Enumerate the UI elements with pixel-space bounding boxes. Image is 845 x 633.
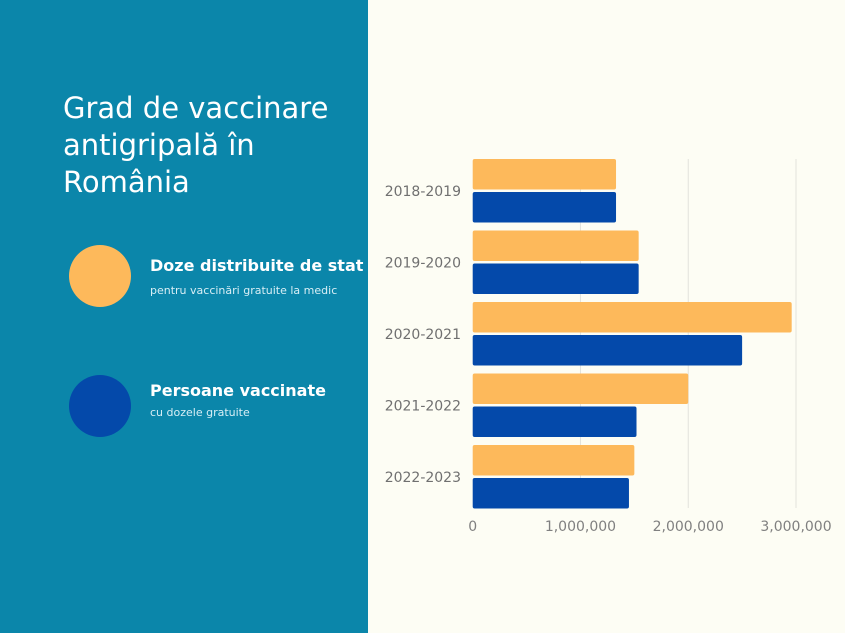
- x-tick-label: 1,000,000: [545, 519, 616, 535]
- legend-sublabel-vaccinated: cu dozele gratuite: [150, 406, 250, 419]
- legend-swatch-vaccinated: [69, 375, 131, 437]
- bar-doses: [472, 445, 635, 476]
- category-label: 2020-2021: [385, 327, 461, 343]
- x-tick-label: 2,000,000: [653, 519, 724, 535]
- category-label: 2018-2019: [385, 184, 461, 200]
- bar-vaccinated: [472, 406, 637, 437]
- x-tick-label: 0: [468, 519, 477, 535]
- x-tick-label: 3,000,000: [760, 519, 831, 535]
- bar-doses: [472, 373, 689, 404]
- legend-swatch-doses: [69, 245, 131, 307]
- legend-sublabel-doses: pentru vaccinări gratuite la medic: [150, 284, 338, 297]
- bar-doses: [472, 159, 617, 190]
- bar-doses: [472, 302, 792, 333]
- bar-vaccinated: [472, 335, 743, 366]
- bar-vaccinated: [472, 263, 639, 294]
- category-label: 2022-2023: [385, 470, 461, 486]
- legend-label-doses: Doze distribuite de stat: [150, 256, 364, 275]
- chart-title: Grad de vaccinare antigripală în România: [63, 91, 329, 199]
- category-label: 2021-2022: [385, 398, 461, 414]
- bar-vaccinated: [472, 478, 629, 509]
- legend-label-vaccinated: Persoane vaccinate: [150, 381, 326, 400]
- category-label: 2019-2020: [385, 255, 461, 271]
- left-panel: Grad de vaccinare antigripală în România…: [0, 0, 368, 633]
- bar-doses: [472, 230, 639, 261]
- bar-vaccinated: [472, 192, 617, 223]
